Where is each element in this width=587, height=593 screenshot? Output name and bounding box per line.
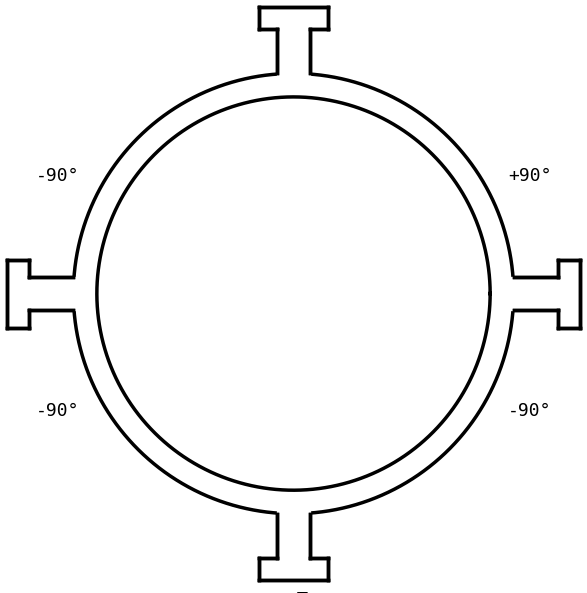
Polygon shape: [511, 277, 583, 310]
Polygon shape: [277, 511, 310, 583]
Text: -90°: -90°: [36, 401, 79, 420]
Polygon shape: [277, 4, 310, 76]
Polygon shape: [4, 277, 76, 310]
Text: -90°: -90°: [508, 401, 551, 420]
Text: -90°: -90°: [36, 167, 79, 186]
Text: +90°: +90°: [508, 167, 551, 186]
Text: Σ: Σ: [295, 592, 308, 593]
